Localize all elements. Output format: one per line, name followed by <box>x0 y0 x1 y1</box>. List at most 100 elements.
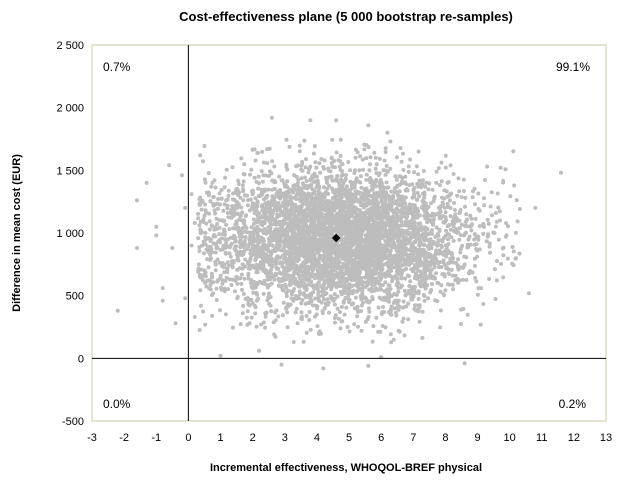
bootstrap-point <box>384 272 388 277</box>
bootstrap-point <box>316 220 321 225</box>
bootstrap-point <box>335 174 340 178</box>
bootstrap-point <box>391 210 396 215</box>
bootstrap-point <box>434 248 439 253</box>
bootstrap-point <box>281 223 286 227</box>
bootstrap-point <box>492 267 497 272</box>
bootstrap-point <box>332 292 337 297</box>
bootstrap-point <box>475 292 480 297</box>
bootstrap-point <box>425 220 430 225</box>
bootstrap-point <box>227 227 232 232</box>
bootstrap-point <box>243 235 248 239</box>
bootstrap-point <box>388 332 393 337</box>
bootstrap-point <box>334 199 339 204</box>
bootstrap-point <box>352 261 357 265</box>
bootstrap-point <box>457 226 462 231</box>
bootstrap-point <box>208 199 213 204</box>
bootstrap-point <box>446 237 450 242</box>
bootstrap-point <box>294 306 299 311</box>
bootstrap-point <box>310 268 315 273</box>
bootstrap-point <box>213 234 218 239</box>
bootstrap-point <box>242 242 247 247</box>
bootstrap-point <box>256 186 261 191</box>
bootstrap-point <box>372 288 377 293</box>
bootstrap-point <box>358 180 363 185</box>
bootstrap-point <box>283 237 288 242</box>
bootstrap-point <box>322 306 327 311</box>
bootstrap-point <box>325 186 330 191</box>
bootstrap-point <box>433 256 438 261</box>
bootstrap-point <box>378 286 383 291</box>
bootstrap-point <box>378 224 383 229</box>
bootstrap-point <box>281 203 286 208</box>
bootstrap-point <box>296 257 301 262</box>
bootstrap-point <box>352 306 357 311</box>
bootstrap-point <box>325 266 330 271</box>
bootstrap-point <box>241 291 246 296</box>
bootstrap-point <box>272 222 277 227</box>
bootstrap-point <box>339 173 344 178</box>
bootstrap-point <box>333 252 338 257</box>
bootstrap-point <box>203 202 207 207</box>
bootstrap-point <box>309 271 314 276</box>
bootstrap-point <box>210 224 215 228</box>
bootstrap-point <box>275 212 279 217</box>
bootstrap-point <box>259 169 264 174</box>
bootstrap-point <box>370 339 375 344</box>
bootstrap-point <box>358 281 363 286</box>
bootstrap-point <box>135 198 139 203</box>
bootstrap-point <box>329 219 333 224</box>
bootstrap-point <box>438 325 443 330</box>
bootstrap-point <box>301 274 305 279</box>
bootstrap-point <box>342 218 346 223</box>
bootstrap-point <box>340 256 345 261</box>
bootstrap-point <box>260 228 265 233</box>
bootstrap-point <box>403 180 407 185</box>
bootstrap-point <box>303 257 308 262</box>
bootstrap-point <box>223 312 228 317</box>
bootstrap-point <box>388 253 393 258</box>
bootstrap-point <box>269 267 274 272</box>
bootstrap-point <box>275 247 280 252</box>
bootstrap-point <box>208 287 213 292</box>
bootstrap-point <box>296 228 301 232</box>
bootstrap-point <box>364 172 369 177</box>
bootstrap-point <box>277 174 282 179</box>
bootstrap-point <box>214 216 219 221</box>
bootstrap-point <box>224 167 229 172</box>
bootstrap-point <box>359 230 364 235</box>
bootstrap-point <box>428 262 433 267</box>
bootstrap-point <box>395 276 400 281</box>
bootstrap-point <box>339 304 344 309</box>
bootstrap-point <box>366 300 371 305</box>
bootstrap-point <box>339 211 344 216</box>
bootstrap-point <box>324 286 329 291</box>
bootstrap-point <box>429 288 434 292</box>
bootstrap-point <box>251 217 256 222</box>
bootstrap-point <box>413 227 418 232</box>
bootstrap-point <box>461 189 466 193</box>
bootstrap-point <box>399 271 404 275</box>
bootstrap-point <box>221 265 226 270</box>
bootstrap-point <box>235 257 240 262</box>
bootstrap-point <box>422 192 427 197</box>
bootstrap-point <box>476 234 481 239</box>
bootstrap-point <box>501 253 506 258</box>
bootstrap-point <box>306 282 311 287</box>
bootstrap-point <box>183 205 188 210</box>
bootstrap-point <box>352 171 357 176</box>
bootstrap-point <box>294 174 299 179</box>
bootstrap-point <box>217 232 222 237</box>
bootstrap-point <box>385 291 390 296</box>
bootstrap-point <box>366 246 371 251</box>
bootstrap-point <box>297 149 302 154</box>
bootstrap-point <box>378 186 383 191</box>
bootstrap-point <box>419 233 424 238</box>
bootstrap-point <box>331 261 336 266</box>
bootstrap-point <box>273 310 278 315</box>
bootstrap-point <box>371 223 376 228</box>
bootstrap-point <box>364 143 369 148</box>
bootstrap-point <box>406 288 411 293</box>
bootstrap-point <box>388 223 392 228</box>
bootstrap-point <box>481 302 486 306</box>
bootstrap-point <box>401 252 406 257</box>
